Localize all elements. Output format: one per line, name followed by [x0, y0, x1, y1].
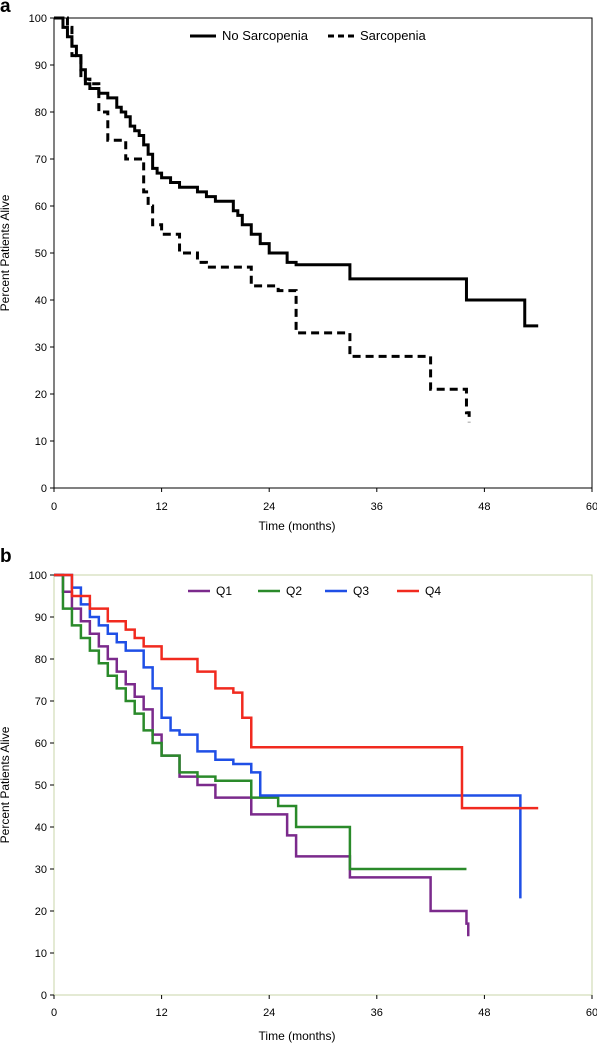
x-tick-label: 48	[478, 1007, 490, 1019]
chart-panel-b: b 0 10 20 30 40 50 60 70 80 90 100 0 12 24 36 48 60 Time …	[0, 546, 597, 1048]
y-tick-label: 10	[35, 948, 47, 960]
y-tick-label: 50	[35, 780, 47, 792]
series-line-sarcopenia	[54, 16, 471, 423]
series-line-q1	[54, 573, 470, 937]
x-tick-label: 60	[586, 1007, 597, 1019]
y-tick-label: 20	[35, 906, 47, 918]
y-tick-label: 30	[35, 342, 47, 354]
series-line-no-sarcopenia	[54, 16, 539, 328]
survival-chart-a: 0 10 20 30 40 50 60 70 80 90 100 0 12 24 36 48 60 Time (m…	[0, 13, 597, 533]
y-tick-label: 60	[35, 201, 47, 213]
legend-label: Sarcopenia	[360, 28, 427, 43]
x-tick-label: 24	[263, 501, 275, 513]
legend-label: Q4	[425, 584, 441, 598]
x-tick-label: 24	[263, 1007, 275, 1019]
y-tick-label: 50	[35, 248, 47, 260]
y-axis-label: Percent Patients Alive	[0, 194, 12, 311]
panel-label-a: a	[0, 0, 11, 17]
y-tick-label: 100	[29, 570, 47, 582]
x-tick-label: 12	[155, 1007, 167, 1019]
y-tick-label: 70	[35, 696, 47, 708]
x-tick-label: 36	[371, 1007, 383, 1019]
legend-label: Q3	[353, 584, 369, 598]
x-tick-label: 0	[51, 501, 57, 513]
x-tick-label: 60	[586, 501, 597, 513]
x-axis-label: Time (months)	[259, 519, 336, 533]
y-tick-label: 0	[41, 990, 47, 1002]
series-line-q4	[54, 573, 539, 810]
y-tick-label: 90	[35, 60, 47, 72]
survival-chart-b: 0 10 20 30 40 50 60 70 80 90 100 0 12 24 36 48 60 Time (m…	[0, 570, 597, 1043]
y-tick-label: 10	[35, 436, 47, 448]
x-tick-label: 12	[155, 501, 167, 513]
series-line-q2	[54, 573, 467, 871]
y-tick-label: 40	[35, 822, 47, 834]
y-tick-label: 80	[35, 654, 47, 666]
y-tick-label: 0	[41, 483, 47, 495]
y-tick-label: 90	[35, 612, 47, 624]
chart-panel-a: a 0 10 20 30 40 50 60 70 80 90 100 0 12 24 36 48 60 Time …	[0, 0, 597, 533]
plot-frame	[53, 17, 593, 489]
y-tick-label: 70	[35, 154, 47, 166]
x-tick-label: 48	[478, 501, 490, 513]
y-tick-label: 30	[35, 864, 47, 876]
x-tick-label: 36	[371, 501, 383, 513]
legend-label: No Sarcopenia	[222, 28, 309, 43]
panel-label-b: b	[0, 546, 12, 567]
y-tick-label: 40	[35, 295, 47, 307]
legend-label: Q2	[286, 584, 302, 598]
y-tick-label: 100	[29, 13, 47, 25]
x-axis-label: Time (months)	[259, 1029, 336, 1043]
y-tick-label: 80	[35, 107, 47, 119]
y-axis-label: Percent Patients Alive	[0, 726, 12, 843]
legend-label: Q1	[216, 584, 232, 598]
series-line-q3	[54, 573, 522, 899]
x-tick-label: 0	[51, 1007, 57, 1019]
y-tick-label: 60	[35, 738, 47, 750]
y-tick-label: 20	[35, 389, 47, 401]
